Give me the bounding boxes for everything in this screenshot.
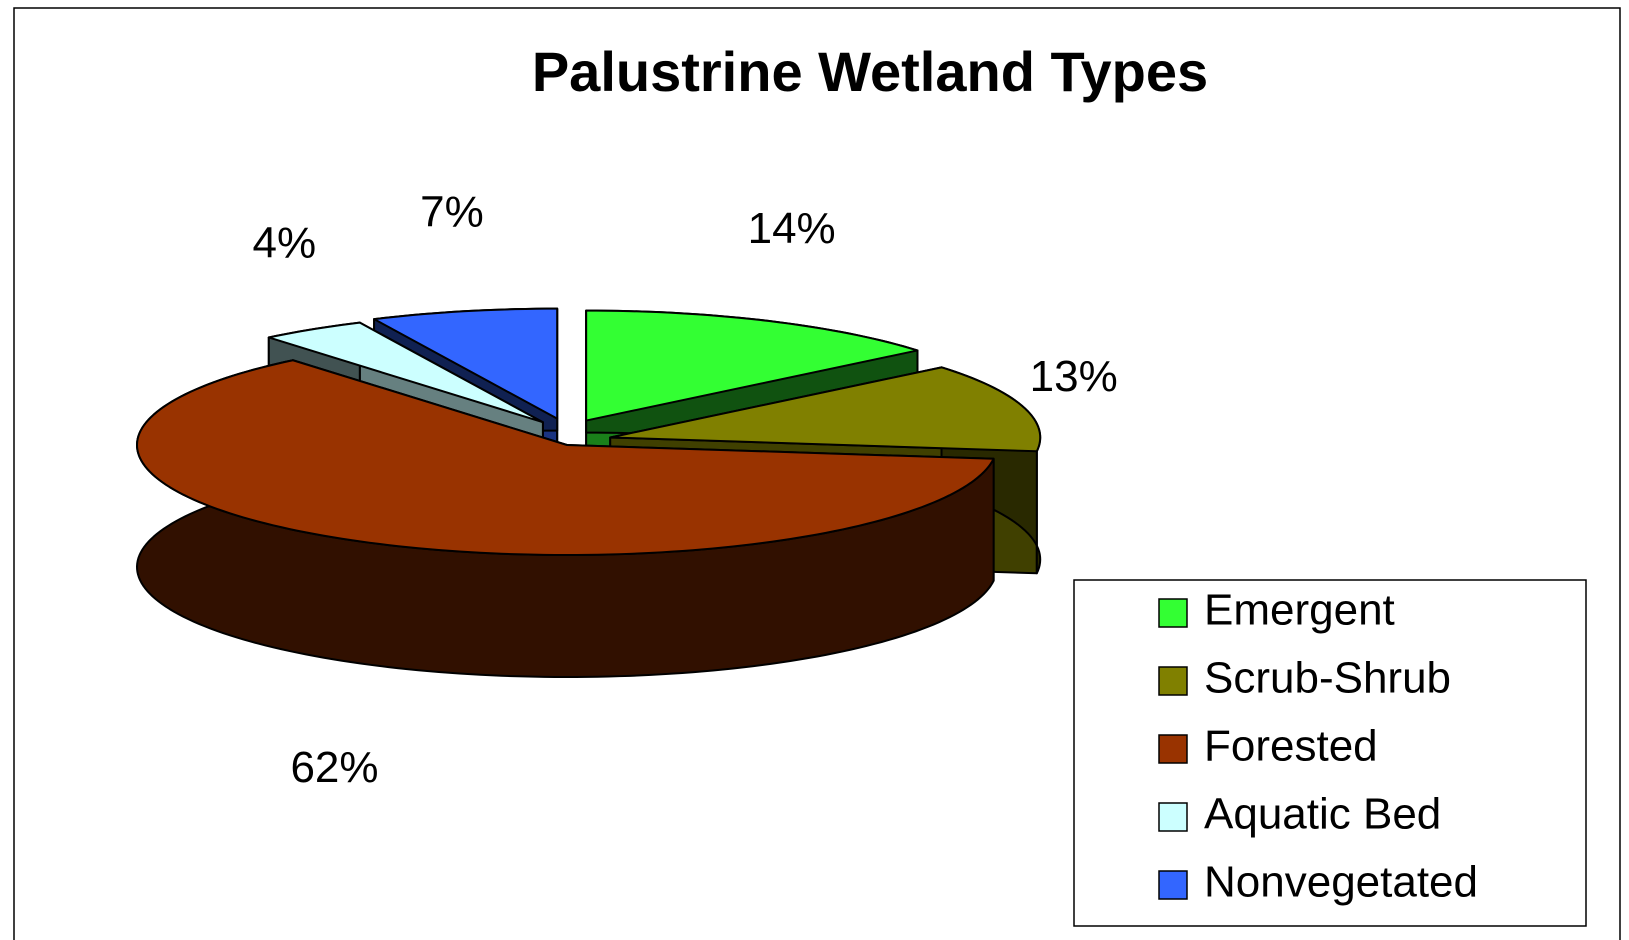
slice-top bbox=[609, 366, 1042, 453]
slice-top bbox=[267, 321, 544, 424]
slice bbox=[136, 359, 995, 678]
legend-label: Aquatic Bed bbox=[1204, 790, 1441, 839]
slice-top bbox=[585, 309, 919, 422]
value-label: 4% bbox=[252, 218, 316, 267]
value-label: 62% bbox=[290, 743, 378, 792]
value-label: 14% bbox=[748, 204, 836, 253]
legend-label: Emergent bbox=[1204, 586, 1395, 635]
legend-swatch bbox=[1158, 734, 1188, 764]
legend-label: Scrub-Shrub bbox=[1204, 654, 1451, 703]
legend-swatch bbox=[1158, 666, 1188, 696]
legend-swatch bbox=[1158, 870, 1188, 900]
value-label: 13% bbox=[1030, 352, 1118, 401]
slice-top bbox=[373, 307, 559, 420]
legend-swatch bbox=[1158, 598, 1188, 628]
legend-label: Forested bbox=[1204, 722, 1378, 771]
legend-swatch bbox=[1158, 802, 1188, 832]
slice-top bbox=[136, 359, 995, 556]
chart-title: Palustrine Wetland Types bbox=[532, 40, 1208, 103]
value-label: 7% bbox=[420, 187, 484, 236]
pie: 7% 14% 4% 13% 62% bbox=[136, 187, 1118, 792]
legend-items: Emergent Scrub-Shrub Forested Aquatic Bed No… bbox=[1158, 586, 1478, 907]
legend-label: Nonvegetated bbox=[1204, 858, 1478, 907]
